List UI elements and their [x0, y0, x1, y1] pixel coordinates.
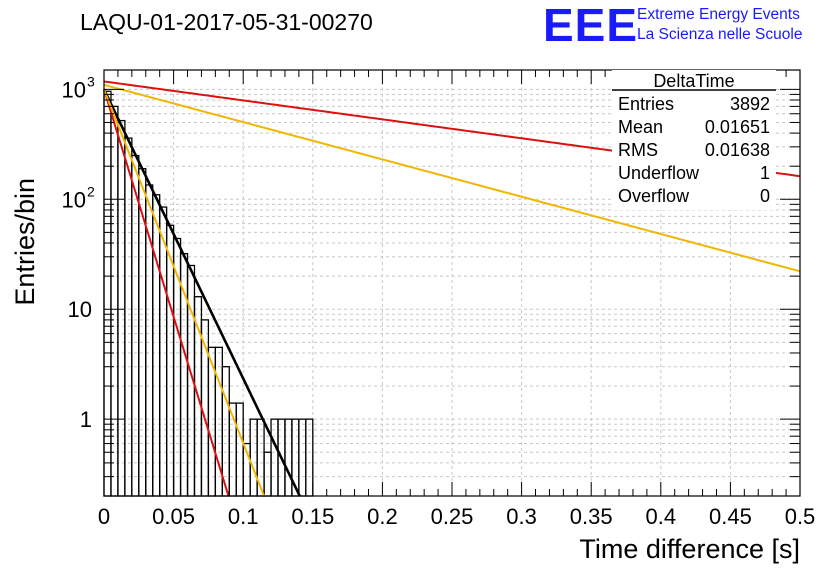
histogram-bin: [117, 119, 126, 497]
stats-label-underflow: Underflow: [618, 163, 700, 183]
x-tick-label: 0.35: [570, 504, 613, 529]
x-tick-label: 0.45: [709, 504, 752, 529]
stats-box: DeltaTime Entries 3892 Mean 0.01651 RMS 0.016…: [612, 70, 776, 210]
stats-value-mean: 0.01651: [705, 117, 770, 137]
x-tick-label: 0.4: [646, 504, 677, 529]
histogram-bin: [235, 402, 244, 497]
x-tick-label: 0.15: [291, 504, 334, 529]
y-axis-label: Entries/bin: [10, 178, 40, 306]
histogram-bin: [298, 418, 307, 497]
histogram-bin: [124, 137, 133, 497]
histogram-bin: [103, 90, 112, 497]
histogram-bin: [110, 105, 119, 497]
histogram-bin: [256, 418, 265, 497]
stats-title: DeltaTime: [653, 71, 734, 91]
black-fit: [102, 88, 301, 497]
histogram-bin: [152, 194, 161, 497]
axis-ticks: [103, 70, 801, 496]
histogram-bin: [284, 418, 293, 497]
x-tick-label: 0.3: [506, 504, 537, 529]
histogram-bin: [263, 451, 272, 497]
x-axis-label: Time difference [s]: [579, 534, 800, 564]
chart-title: LAQU-01-2017-05-31-00270: [80, 9, 373, 35]
stats-label-mean: Mean: [618, 117, 663, 137]
x-tick-label: 0.25: [431, 504, 474, 529]
stats-value-overflow: 0: [760, 186, 770, 206]
x-tick-label: 0.1: [228, 504, 259, 529]
y-tick-label: 1: [80, 407, 92, 432]
grid-lines: [104, 70, 800, 496]
red-steep-fit: [103, 89, 230, 497]
x-tick-label: 0.5: [785, 504, 816, 529]
histogram-bin: [249, 418, 258, 497]
logo-line-2: La Scienza nelle Scuole: [637, 26, 802, 43]
orange-fit: [103, 83, 801, 273]
axis-tick-labels: 0 0.05 0.1 0.15 0.2 0.25 0.3 0.35 0.4 0.45 0.51101…: [62, 73, 816, 529]
x-tick-label: 0: [98, 504, 110, 529]
stats-label-overflow: Overflow: [618, 186, 690, 206]
y-tick-label: 10: [62, 77, 86, 102]
logo-line-1: Extreme Energy Events: [637, 6, 800, 23]
stats-value-entries: 3892: [730, 94, 770, 114]
x-tick-label: 0.05: [152, 504, 195, 529]
y-tick-exponent: 3: [87, 73, 95, 89]
stats-value-underflow: 1: [760, 163, 770, 183]
stats-label-entries: Entries: [618, 94, 674, 114]
histogram-bin: [305, 418, 314, 497]
y-tick-label: 10: [62, 187, 86, 212]
eee-logo: EEE: [543, 0, 638, 51]
x-tick-label: 0.2: [367, 504, 398, 529]
stats-label-rms: RMS: [618, 140, 658, 160]
histogram-bin: [270, 418, 279, 497]
y-tick-label: 10: [68, 297, 92, 322]
y-tick-exponent: 2: [87, 183, 95, 199]
stats-value-rms: 0.01638: [705, 140, 770, 160]
orange-steep-fit: [103, 88, 265, 497]
